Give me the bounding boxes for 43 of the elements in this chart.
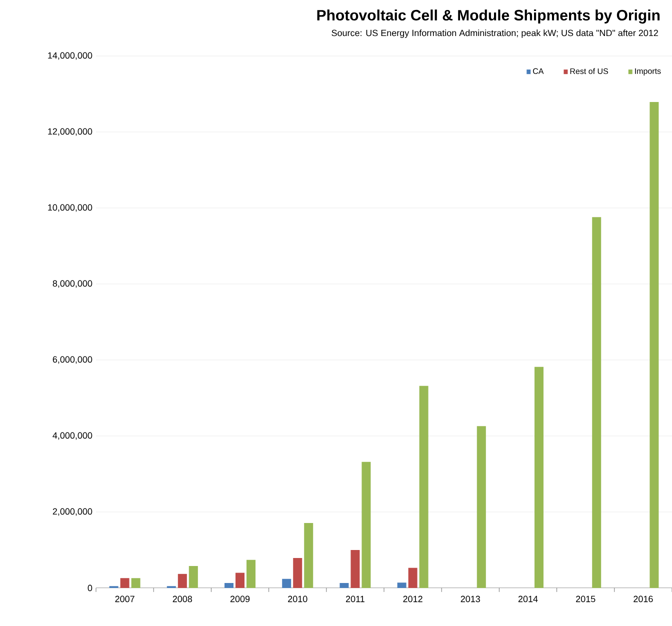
bar: [350, 550, 360, 588]
bar: [534, 366, 544, 588]
chart-subtitle: Source: US Energy Information Administration; peak kW; US data "ND" after 2012: [332, 30, 658, 38]
y-tick-label: 10,000,000: [48, 204, 92, 212]
bar: [188, 566, 198, 588]
x-tick-label: 2009: [230, 596, 250, 602]
x-tick-label: 2013: [460, 596, 480, 602]
x-tick-label: 2012: [403, 596, 422, 602]
x-tick-label: 2016: [634, 596, 653, 602]
bar: [131, 578, 140, 588]
y-tick-label: 2,000,000: [52, 508, 92, 516]
x-tick-label: 2007: [115, 596, 134, 602]
bar: [236, 572, 245, 588]
bar: [650, 102, 659, 588]
y-tick-label: 12,000,000: [48, 128, 92, 136]
legend-label: CA: [533, 68, 544, 74]
legend-label: Imports: [635, 68, 661, 76]
bar: [224, 583, 234, 588]
y-tick-label: 0: [88, 584, 92, 592]
bar: [178, 574, 187, 588]
bar: [362, 462, 371, 588]
y-tick-label: 14,000,000: [48, 52, 92, 60]
y-tick-label: 4,000,000: [52, 432, 92, 440]
bar: [592, 217, 602, 588]
y-tick-label: 8,000,000: [52, 280, 92, 288]
chart-title: Photovoltaic Cell & Module Shipments by Origin: [317, 10, 660, 24]
y-tick-label: 6,000,000: [52, 356, 92, 364]
bar: [397, 582, 406, 588]
bar: [419, 386, 428, 588]
bar: [304, 523, 314, 588]
legend-label: Rest of US: [570, 68, 608, 74]
x-tick-label: 2011: [346, 596, 364, 602]
bar: [408, 568, 418, 588]
x-tick-label: 2010: [288, 596, 308, 602]
x-tick-label: 2015: [576, 596, 596, 602]
bar: [340, 583, 349, 588]
x-tick-label: 2008: [172, 596, 192, 602]
x-tick-label: 2014: [518, 596, 538, 602]
bar: [120, 578, 130, 588]
bar: [282, 578, 292, 588]
bar: [246, 560, 256, 588]
bar: [476, 426, 486, 588]
bar: [293, 558, 302, 588]
